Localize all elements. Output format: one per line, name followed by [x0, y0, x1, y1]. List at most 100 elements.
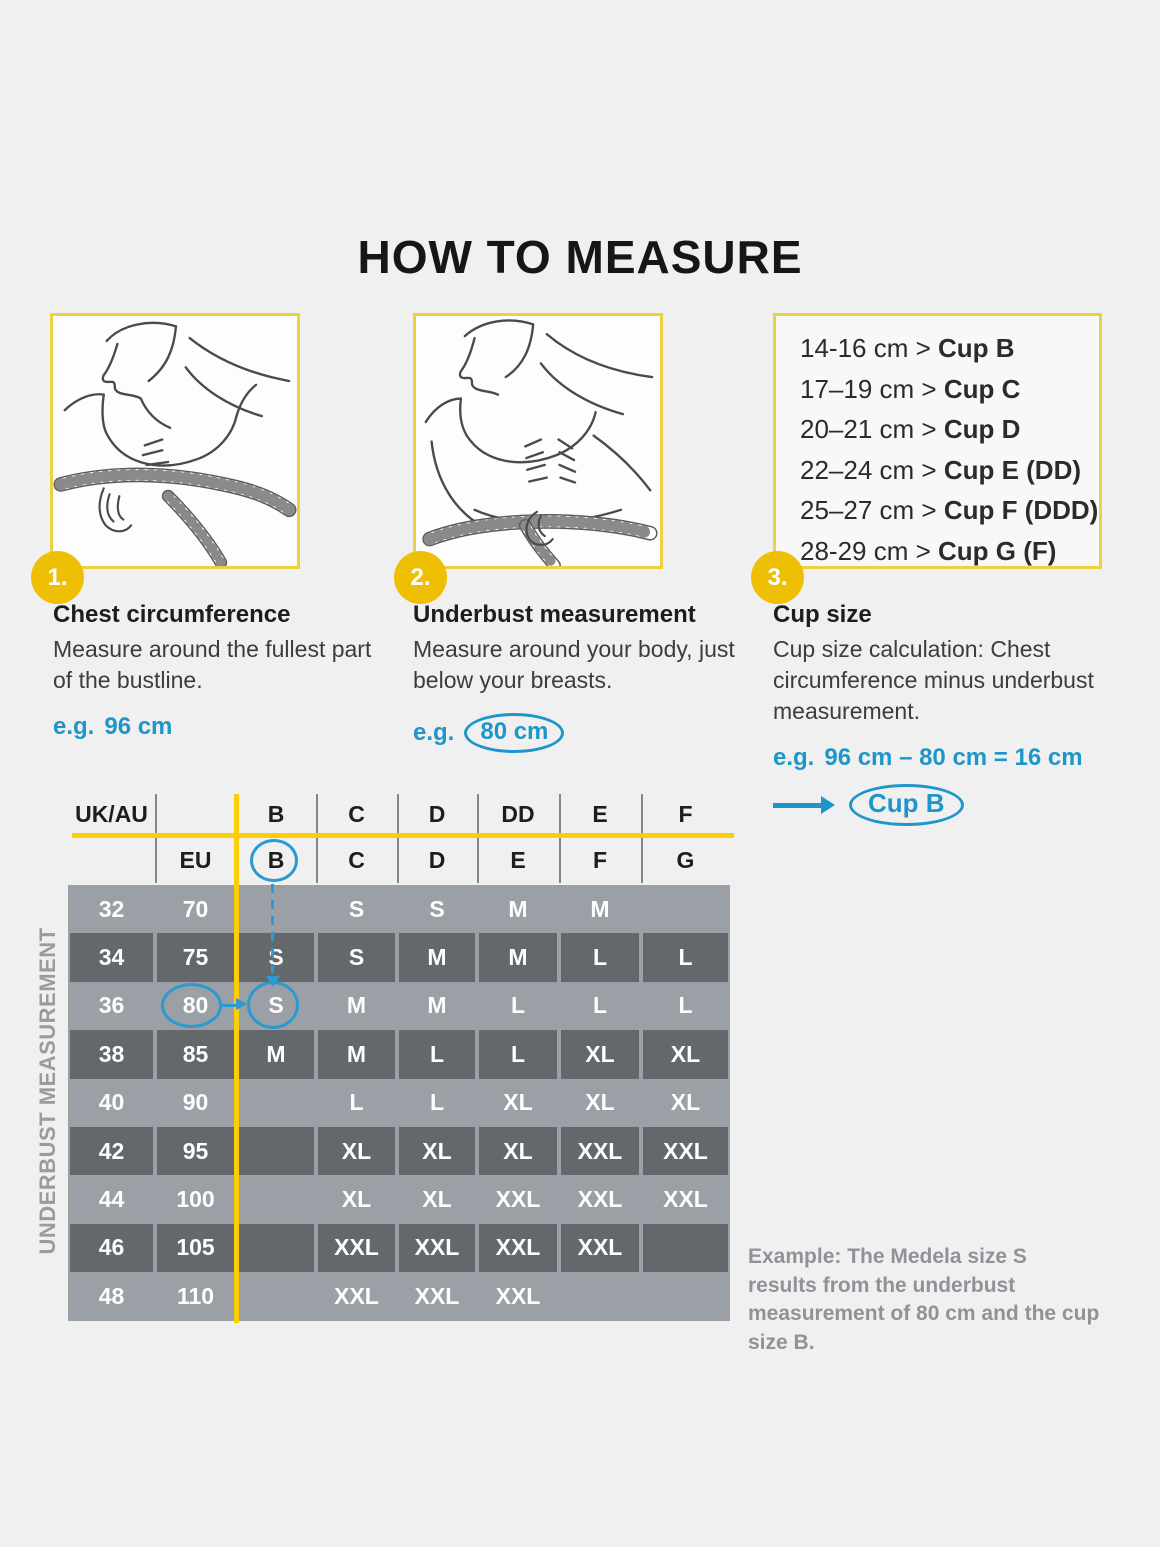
small-right-arrow-icon: [222, 1004, 238, 1007]
ukau-size-cell: 42: [68, 1126, 155, 1176]
table-cell: M: [590, 895, 610, 922]
step-2-badge: 2.: [394, 551, 447, 604]
cup-label: Cup C: [943, 373, 1021, 404]
column-separator: [559, 794, 561, 883]
table-header-row-ukau: UK/AU B C D DD E F: [68, 794, 730, 835]
ukau-size-cell: 38: [68, 1030, 155, 1079]
step-2-body: Measure around your body, just below you…: [413, 636, 735, 693]
table-cell: L: [641, 933, 730, 982]
circled-cup-result: Cup B: [849, 784, 964, 826]
example-prefix: e.g.: [53, 713, 95, 740]
step-1-heading: Chest circumference: [53, 601, 291, 628]
table-cell: L: [477, 1030, 559, 1079]
table-cell: M: [397, 933, 477, 982]
cup-label: Cup E (DD): [943, 454, 1082, 485]
table-cell: XL: [477, 1126, 559, 1176]
table-cell: [641, 885, 730, 933]
table-cell: S: [236, 933, 316, 982]
step-2-heading: Underbust measurement: [413, 601, 696, 628]
eu-size-cell: 105: [155, 1223, 236, 1273]
eu-size-cell: 110: [176, 1282, 215, 1309]
example-prefix: e.g.: [773, 744, 815, 771]
woman-measuring-underbust-drawing: [422, 319, 658, 566]
highlight-circle-cup-b: [250, 839, 298, 882]
eu-size-cell: 85: [155, 1030, 236, 1079]
table-row: 32 70 S S M M: [68, 885, 730, 934]
table-cell: L: [397, 1030, 477, 1079]
column-separator: [641, 794, 643, 883]
cup-range: 22–24 cm >: [800, 454, 944, 485]
underbust-measurement-illustration: [413, 313, 663, 569]
table-cell: XL: [585, 1089, 615, 1116]
table-cell: XL: [641, 1030, 730, 1079]
table-row: 42 95 XL XL XL XXL XXL: [68, 1126, 730, 1176]
cup-chart-line: 20–21 cm > Cup D: [800, 409, 1099, 450]
example-prefix: e.g.: [413, 719, 455, 746]
example-value: 96 cm: [104, 713, 173, 740]
table-cell: [236, 1079, 316, 1127]
step-2-example: e.g. 80 cm: [413, 713, 758, 753]
header-cell: [68, 835, 155, 885]
cup-chart-line: 28-29 cm > Cup G (F): [800, 531, 1099, 572]
example-value: 96 cm – 80 cm = 16 cm: [824, 744, 1083, 771]
table-cell: M: [236, 1030, 316, 1079]
table-cell: XXL: [641, 1126, 730, 1176]
step-3-heading: Cup size: [773, 601, 872, 628]
header-cell: C: [348, 801, 365, 827]
table-cell: [641, 1223, 730, 1273]
table-cell: XXL: [559, 1223, 641, 1273]
column-separator: [397, 794, 399, 883]
table-cell: XXL: [577, 1186, 623, 1213]
table-cell: XXL: [414, 1282, 460, 1309]
table-cell: M: [477, 933, 559, 982]
table-cell: [641, 1272, 730, 1320]
eu-size-cell: 75: [155, 933, 236, 982]
header-cell: E: [510, 846, 526, 873]
table-cell: M: [346, 992, 367, 1019]
header-cell: E: [592, 801, 608, 827]
header-cell: [155, 794, 236, 835]
table-cell: XXL: [397, 1223, 477, 1273]
yellow-horizontal-guide-line: [72, 833, 734, 838]
header-cell: DD: [501, 801, 535, 827]
step-3-example: e.g. 96 cm – 80 cm = 16 cm: [773, 744, 1138, 772]
header-cell: F: [678, 801, 693, 827]
eu-size-cell: 70: [182, 895, 209, 922]
small-right-arrowhead-icon: [236, 998, 247, 1010]
cup-chart-line: 17–19 cm > Cup C: [800, 369, 1099, 410]
header-cell: C: [348, 846, 365, 873]
eu-size-cell: 90: [182, 1089, 209, 1116]
example-footnote: Example: The Medela size S results from …: [748, 1245, 1100, 1354]
highlight-circle-size-s: [247, 981, 299, 1029]
step-1-section: Chest circumference Measure around the f…: [53, 601, 393, 741]
table-cell: XXL: [559, 1126, 641, 1176]
table-cell: [559, 1272, 641, 1320]
step-1-example: e.g. 96 cm: [53, 713, 393, 741]
table-cell: L: [349, 1089, 364, 1116]
ukau-size-cell: 48: [98, 1282, 125, 1309]
size-table-body: 32 70 S S M M 34 75 S S M M L L 36 80 S M M L L L 38 85 M M L L XL XL…: [68, 885, 730, 1321]
cup-range: 28-29 cm >: [800, 535, 939, 566]
table-cell: M: [316, 1030, 397, 1079]
table-row: 46 105 XXL XXL XXL XXL: [68, 1223, 730, 1273]
header-cell: D: [428, 846, 446, 873]
table-cell: [236, 1126, 316, 1176]
eu-size-cell: 100: [176, 1186, 215, 1213]
table-cell: M: [427, 992, 447, 1019]
table-cell: XL: [422, 1186, 452, 1213]
table-cell: L: [510, 992, 526, 1019]
table-cell: XL: [670, 1089, 701, 1116]
table-cell: [236, 1272, 316, 1320]
step-3-section: Cup size Cup size calculation: Chest cir…: [773, 601, 1138, 826]
cup-range: 14-16 cm >: [800, 333, 939, 363]
table-cell: XXL: [663, 1186, 708, 1213]
table-cell: L: [678, 992, 693, 1019]
step-3-badge: 3.: [751, 551, 804, 604]
table-row: 40 90 L L XL XL XL: [68, 1078, 730, 1127]
chest-measurement-illustration: [50, 313, 300, 569]
table-cell: [236, 1223, 316, 1273]
ukau-size-cell: 32: [98, 895, 125, 922]
table-row: 44 100 XL XL XXL XXL XXL: [68, 1175, 730, 1224]
table-cell: XL: [397, 1126, 477, 1176]
